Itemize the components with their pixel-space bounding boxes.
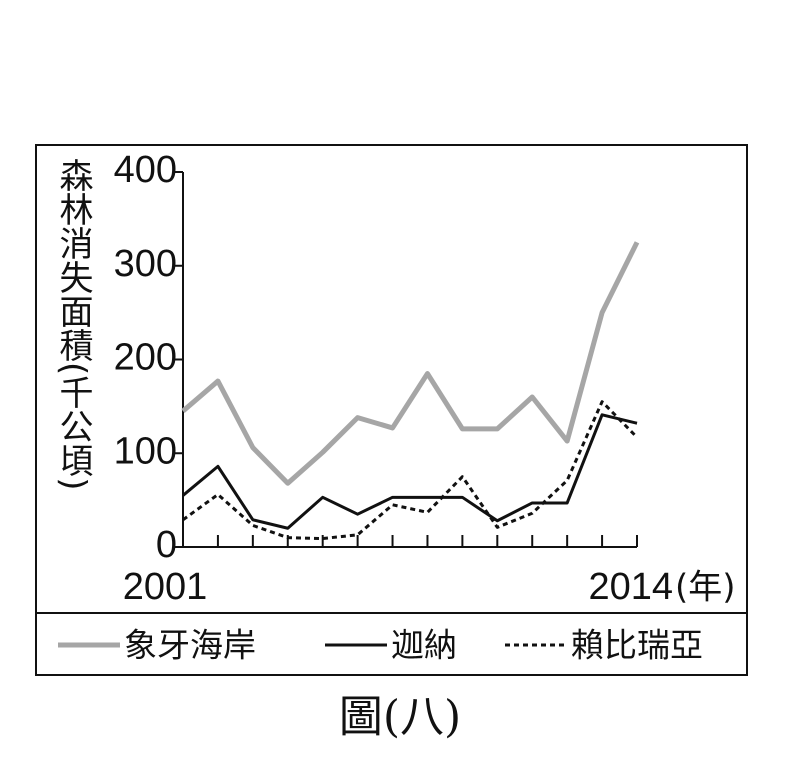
y-axis-label: 森林消失面積(千公頃) (53, 158, 93, 491)
x-tick-label: 2014 (588, 566, 673, 608)
series-line (182, 413, 638, 530)
y-tick-label: 0 (156, 524, 177, 566)
y-tick-label: 100 (114, 430, 177, 472)
x-axis-label: (年) (675, 568, 736, 608)
frame (35, 144, 748, 676)
legend-label: 賴比瑞亞 (571, 626, 703, 665)
y-tick-label: 300 (114, 243, 177, 285)
caption: 圖(八) (339, 692, 461, 743)
x-tick-label: 2001 (123, 566, 208, 608)
legend-label: 迦納 (391, 626, 457, 665)
y-tick-label: 400 (114, 149, 177, 191)
y-tick-label: 200 (114, 337, 177, 379)
series-line (181, 241, 640, 486)
legend-label: 象牙海岸 (124, 626, 256, 665)
